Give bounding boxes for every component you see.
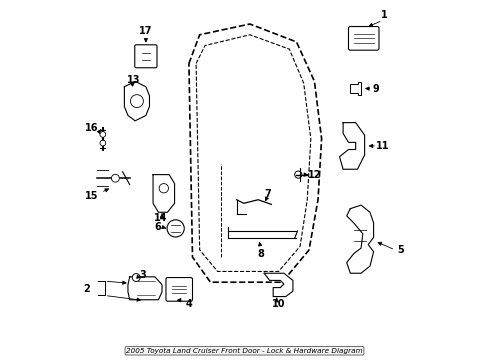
Text: 13: 13 bbox=[126, 75, 140, 85]
Polygon shape bbox=[339, 123, 364, 169]
FancyBboxPatch shape bbox=[135, 45, 157, 68]
Polygon shape bbox=[349, 82, 360, 95]
Text: 8: 8 bbox=[257, 248, 264, 258]
Circle shape bbox=[159, 184, 168, 193]
Circle shape bbox=[100, 132, 105, 137]
Circle shape bbox=[130, 95, 143, 108]
Text: 9: 9 bbox=[371, 84, 378, 94]
Text: 16: 16 bbox=[85, 123, 99, 133]
Text: 15: 15 bbox=[85, 191, 99, 201]
Polygon shape bbox=[124, 81, 149, 121]
Circle shape bbox=[294, 171, 301, 178]
Text: 10: 10 bbox=[271, 299, 285, 309]
Text: 1: 1 bbox=[380, 10, 387, 20]
Text: 7: 7 bbox=[264, 189, 271, 199]
Circle shape bbox=[100, 140, 105, 146]
Text: 6: 6 bbox=[154, 222, 161, 232]
Text: 2: 2 bbox=[83, 284, 90, 294]
Text: 17: 17 bbox=[139, 26, 152, 36]
Circle shape bbox=[111, 174, 119, 182]
Text: 5: 5 bbox=[396, 245, 403, 255]
Polygon shape bbox=[128, 277, 162, 300]
FancyBboxPatch shape bbox=[165, 278, 192, 301]
Polygon shape bbox=[264, 273, 292, 297]
Circle shape bbox=[132, 274, 140, 282]
Polygon shape bbox=[153, 175, 174, 212]
Text: 3: 3 bbox=[139, 270, 145, 280]
Text: 11: 11 bbox=[375, 141, 388, 151]
Circle shape bbox=[167, 220, 184, 237]
Text: 12: 12 bbox=[307, 170, 321, 180]
Text: 2005 Toyota Land Cruiser Front Door - Lock & Hardware Diagram: 2005 Toyota Land Cruiser Front Door - Lo… bbox=[126, 348, 362, 354]
Polygon shape bbox=[346, 205, 373, 273]
FancyBboxPatch shape bbox=[348, 27, 378, 50]
Text: 14: 14 bbox=[153, 213, 166, 222]
Text: 4: 4 bbox=[185, 299, 192, 309]
